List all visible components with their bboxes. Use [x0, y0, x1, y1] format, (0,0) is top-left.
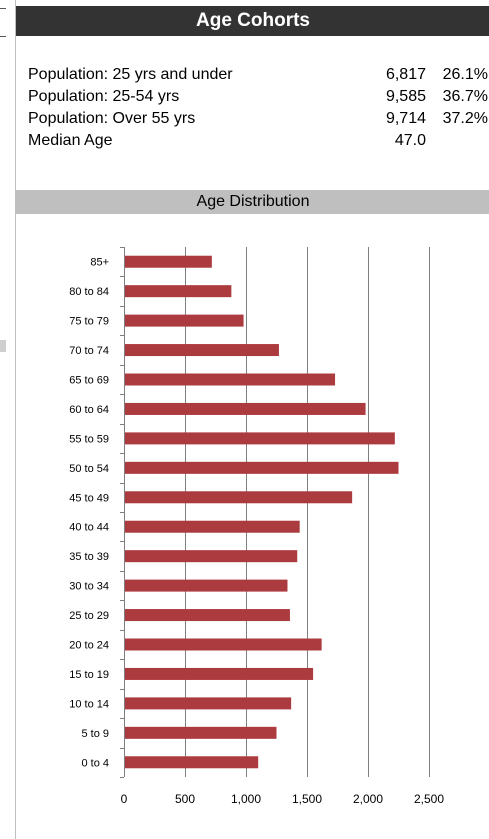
- bar: [125, 461, 399, 474]
- x-tick-label: 2,000: [353, 792, 383, 806]
- cohort-value: 9,714: [385, 110, 426, 127]
- cohorts-table: Population: 25 yrs and under 6,817 26.1%…: [28, 64, 488, 152]
- bar: [125, 667, 314, 680]
- bar: [125, 491, 353, 504]
- cohort-label: Population: 25 yrs and under: [28, 66, 233, 83]
- bar: [125, 550, 298, 563]
- category-label: 85+: [90, 257, 109, 269]
- bar: [125, 697, 292, 710]
- category-label: 75 to 79: [69, 316, 109, 328]
- cohort-value: 9,585: [385, 88, 426, 105]
- category-label: 55 to 59: [69, 433, 109, 445]
- bar: [125, 402, 366, 415]
- edge-line: [0, 36, 6, 37]
- edge-line: [0, 8, 6, 9]
- bar: [125, 285, 232, 298]
- x-tick-label: 500: [175, 792, 195, 806]
- cohort-row: Population: Over 55 yrs 9,714 37.2%: [28, 108, 488, 130]
- category-label: 0 to 4: [81, 757, 109, 769]
- category-label: 25 to 29: [69, 610, 109, 622]
- cohort-row: Median Age 47.0: [28, 130, 488, 152]
- category-label: 35 to 39: [69, 551, 109, 563]
- bar: [125, 726, 277, 739]
- cohort-value: 6,817: [385, 66, 426, 83]
- cohort-label: Population: Over 55 yrs: [28, 110, 196, 127]
- cohort-percent: 26.1%: [442, 66, 488, 83]
- bar: [125, 520, 300, 533]
- cohort-value: 47.0: [394, 132, 426, 149]
- category-label: 60 to 64: [69, 404, 109, 416]
- category-label: 10 to 14: [69, 698, 109, 710]
- cohort-percent: 37.2%: [442, 110, 488, 127]
- cohort-label: Median Age: [28, 132, 113, 149]
- age-cohorts-panel: Age Cohorts Population: 25 yrs and under…: [15, 0, 489, 839]
- bar: [125, 255, 212, 268]
- category-label: 80 to 84: [69, 286, 109, 298]
- category-label: 5 to 9: [81, 728, 109, 740]
- cohort-label: Population: 25-54 yrs: [28, 88, 180, 105]
- panel-title: Age Cohorts: [16, 6, 489, 36]
- bar: [125, 756, 259, 769]
- cohort-row: Population: 25 yrs and under 6,817 26.1%: [28, 64, 488, 86]
- category-label: 20 to 24: [69, 640, 109, 652]
- cohort-percent: 36.7%: [442, 88, 488, 105]
- category-label: 45 to 49: [69, 492, 109, 504]
- x-tick-label: 2,500: [414, 792, 444, 806]
- category-label: 65 to 69: [69, 375, 109, 387]
- bar: [125, 579, 288, 592]
- x-tick-label: 1,500: [292, 792, 322, 806]
- cohort-row: Population: 25-54 yrs 9,585 36.7%: [28, 86, 488, 108]
- chart-section-title: Age Distribution: [16, 190, 489, 214]
- bar: [125, 432, 395, 445]
- category-label: 40 to 44: [69, 522, 109, 534]
- bar: [125, 314, 244, 327]
- bar: [125, 344, 279, 357]
- bar: [125, 638, 322, 651]
- bar: [125, 373, 336, 386]
- category-label: 50 to 54: [69, 463, 109, 475]
- x-tick-label: 1,000: [231, 792, 261, 806]
- category-label: 70 to 74: [69, 345, 109, 357]
- bar: [125, 609, 290, 622]
- category-label: 15 to 19: [69, 669, 109, 681]
- x-tick-label: 0: [121, 792, 128, 806]
- edge-fragment: [0, 340, 6, 352]
- category-label: 30 to 34: [69, 581, 109, 593]
